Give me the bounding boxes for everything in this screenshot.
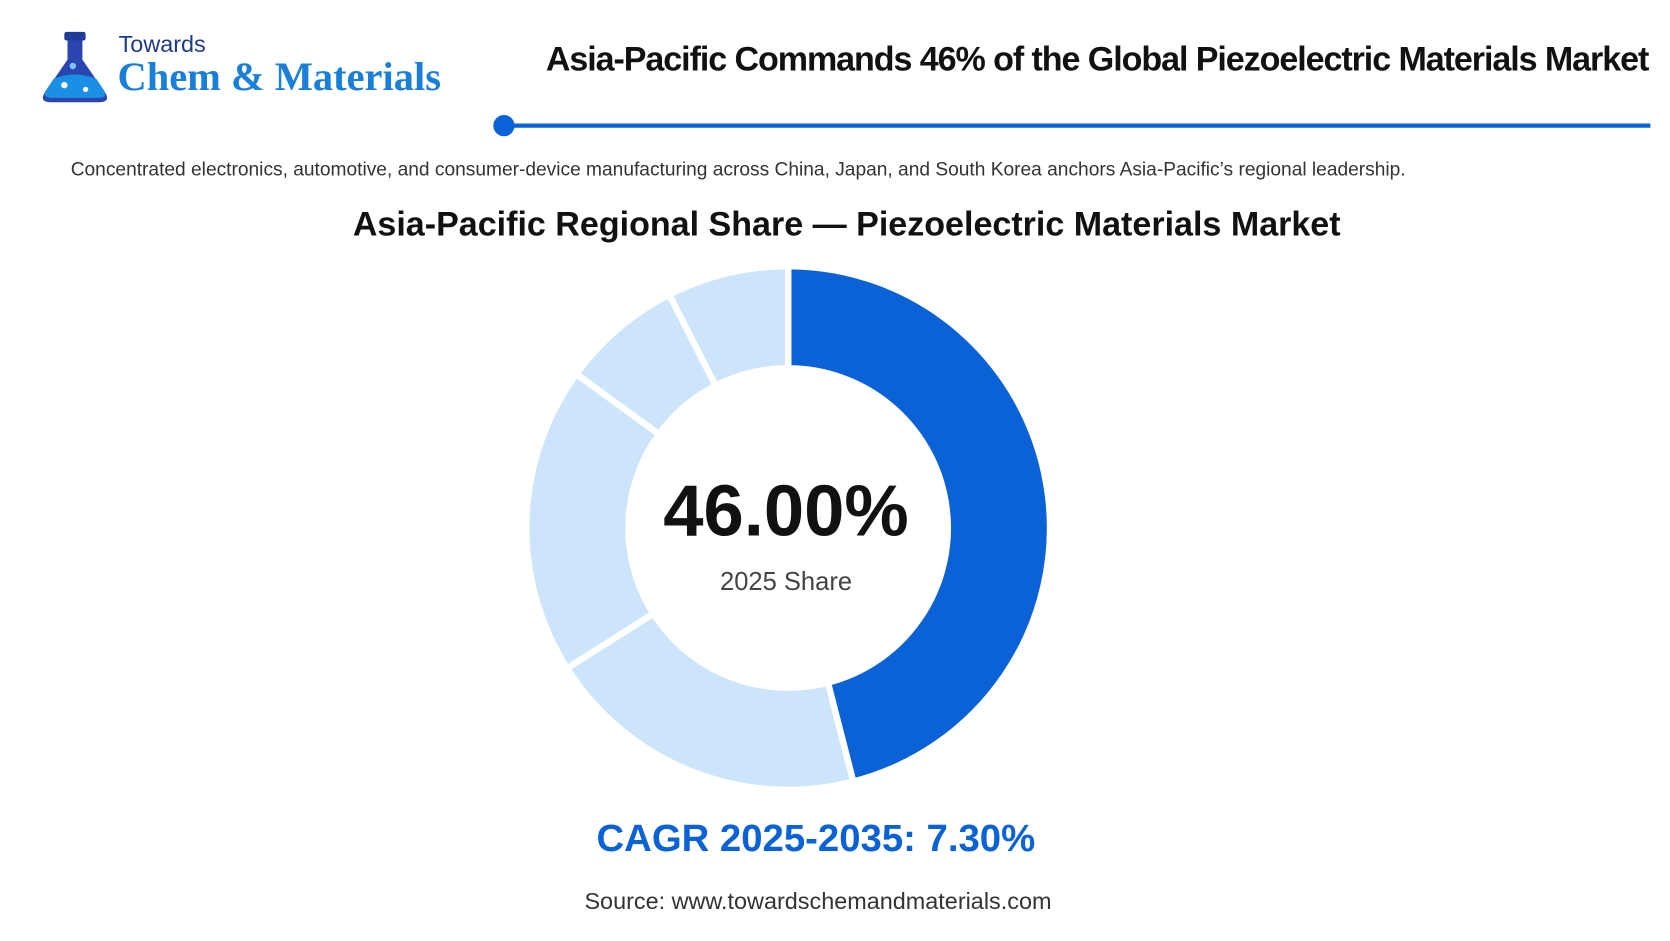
center-value: 46.00% — [663, 470, 908, 551]
donut-segment — [562, 609, 858, 794]
center-caption: 2025 Share — [720, 568, 852, 596]
brand-top: Towards — [119, 31, 206, 57]
donut-segment — [784, 262, 1054, 786]
header-rule-dot — [493, 114, 515, 137]
chart-title: Asia-Pacific Regional Share — Piezoelect… — [353, 206, 1341, 244]
donut-segment — [664, 262, 792, 391]
cagr: CAGR 2025-2035: 7.30% — [596, 817, 1035, 860]
subtitle: Concentrated electronics, automotive, an… — [71, 159, 1406, 180]
brand-name: Chem & Materials — [118, 54, 441, 99]
logo-icon — [42, 31, 108, 103]
donut — [523, 262, 1054, 794]
page-title: Asia-Pacific Commands 46% of the Global … — [546, 41, 1649, 79]
donut-segment — [523, 369, 664, 673]
source: Source: www.towardschemandmaterials.com — [584, 888, 1051, 914]
